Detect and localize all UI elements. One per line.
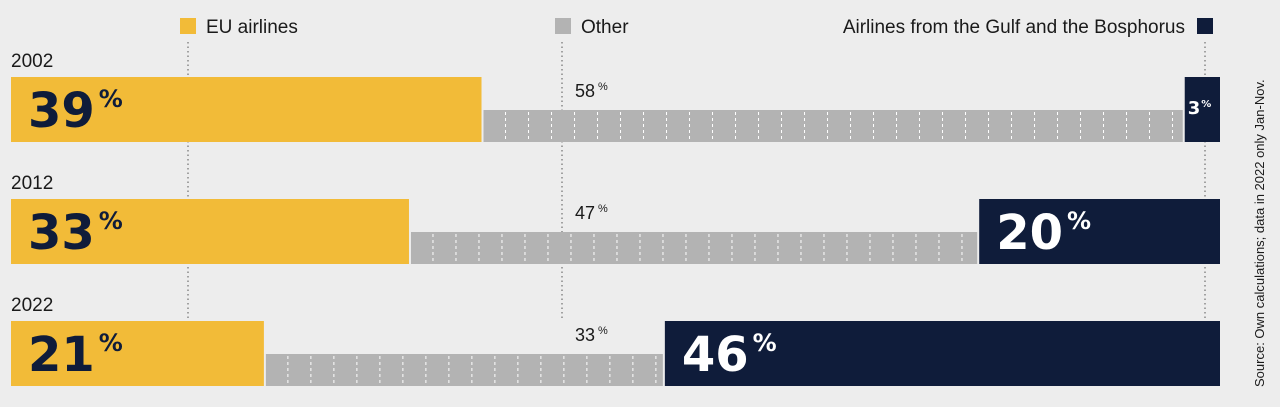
bar-eu-airlines: [11, 321, 264, 386]
row-2002: 2002 39% 58 % 3%: [11, 51, 1220, 142]
legend-swatch-eu-airlines: [180, 18, 196, 34]
row-2022: 2022 21% 33% 46%: [11, 295, 1220, 386]
label-eu-airlines: 39%: [28, 83, 123, 139]
source-note: Source: Own calculations; data in 2022 o…: [1252, 79, 1267, 387]
legend-label-eu-airlines: EU airlines: [206, 17, 298, 38]
bar-other: [265, 354, 663, 386]
legend-swatch-other: [555, 18, 571, 34]
label-eu-airlines: 33%: [28, 205, 123, 261]
year-label: 2022: [11, 295, 53, 316]
label-other: 47%: [575, 203, 608, 223]
bar-other-texture: [505, 112, 1174, 140]
label-other: 58%: [575, 81, 608, 101]
bar-eu-airlines: [11, 77, 482, 142]
legend: EU airlines Other Airlines from the Gulf a…: [180, 17, 1213, 38]
label-eu-airlines: 21%: [28, 327, 123, 383]
bar-gulf-bosphorus: [664, 321, 1220, 386]
label-gulf-bosphorus: 20%: [996, 205, 1091, 261]
bar-gulf-bosphorus: [1184, 77, 1220, 142]
label-gulf-bosphorus: 3%: [1188, 98, 1212, 119]
bar-gulf-bosphorus: [979, 199, 1220, 264]
legend-swatch-airlines-from-the-gulf-and-the-bosphorus: [1197, 18, 1213, 34]
row-2012: 2012 33% 47% 20%: [11, 173, 1220, 264]
legend-label-airlines-from-the-gulf-and-the-bosphorus: Airlines from the Gulf and the Bosphorus: [843, 17, 1185, 38]
year-label: 2012: [11, 173, 53, 194]
bar-eu-airlines: [11, 199, 409, 264]
bar-other: [410, 232, 978, 264]
bar-other: [483, 110, 1183, 142]
bar-other-texture: [287, 356, 657, 384]
year-label: 2002: [11, 51, 53, 72]
bar-other-texture: [432, 234, 963, 262]
legend-label-other: Other: [581, 17, 629, 38]
label-other: 33%: [575, 325, 608, 345]
bar-rows: 2002 39% 58 % 3% 2012 33% 47% 20 % 2022 21% 33% 46%: [11, 51, 1220, 386]
label-gulf-bosphorus: 46%: [682, 327, 777, 383]
